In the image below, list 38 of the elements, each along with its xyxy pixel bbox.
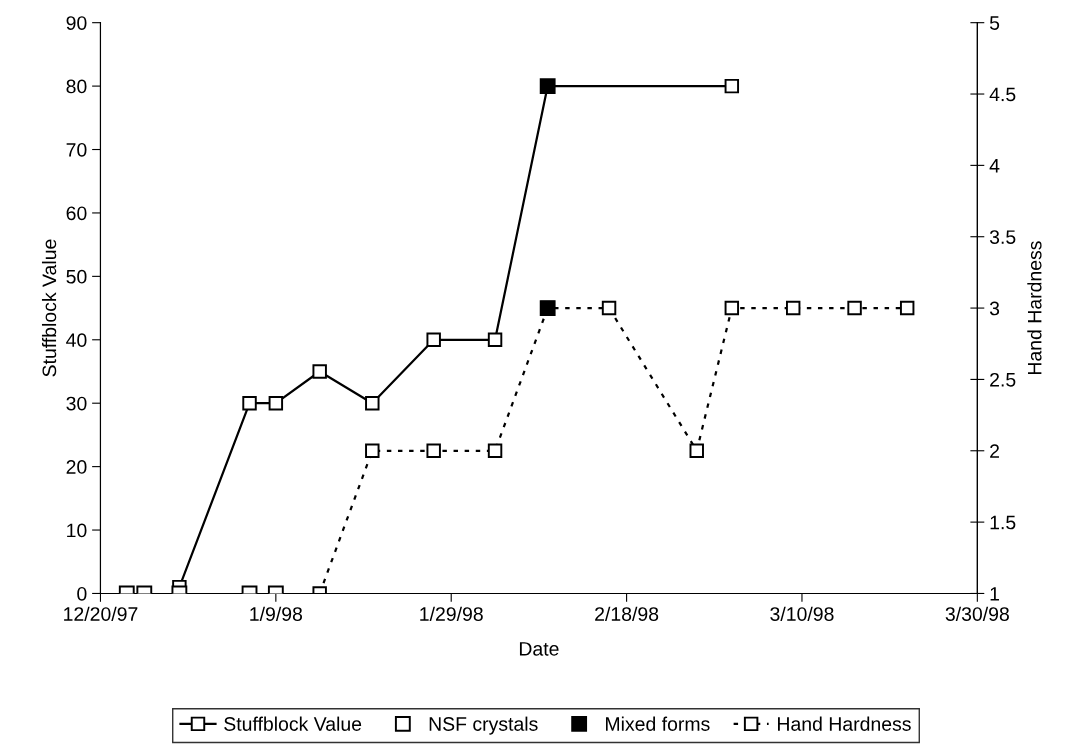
point (487, 332, 503, 347)
y-tick-label: 20 (66, 460, 87, 474)
y-tick-label: 80 (66, 79, 87, 94)
y-tick-label: 50 (66, 269, 87, 284)
y-tick-label: 70 (66, 142, 87, 157)
y-tick-label: 0 (77, 586, 87, 601)
x-tick-label: 3/10/98 (770, 606, 834, 621)
y2-tick-label: 1.5 (990, 515, 1016, 530)
x-tick-label: 1/29/98 (420, 606, 483, 621)
y-tick-label: 40 (66, 333, 87, 348)
legend-label: Hand Hardness (778, 716, 911, 731)
y2-tick-label: 2.5 (990, 372, 1016, 387)
x-tick-label: 2/18/98 (595, 606, 659, 621)
y-tick-label: 90 (66, 16, 87, 30)
point (365, 395, 380, 411)
x-axis-title: Date (519, 642, 559, 656)
legend-label: NSF crystals (429, 716, 538, 735)
point (426, 332, 441, 347)
y-tick-label: 30 (66, 396, 87, 411)
x-tick-label: 12/20/97 (64, 606, 138, 621)
legend-label: Mixed forms (606, 716, 710, 731)
y2-tick-label: 4.5 (989, 87, 1016, 102)
y2-tick-label: 3.5 (989, 230, 1016, 244)
y2-tick-label: 3 (989, 301, 1000, 316)
point (242, 395, 257, 411)
y2-axis-title: Hand Hardness (1027, 241, 1042, 375)
y2-tick-label: 1 (990, 587, 1000, 601)
point (312, 364, 327, 379)
y-tick-label: 10 (67, 523, 87, 538)
y-axis-title: Stuffblock Value (41, 239, 57, 377)
y2-tick-label: 4 (989, 159, 1000, 173)
point (268, 395, 284, 411)
x-tick-label: 1/9/98 (250, 606, 303, 621)
x-tick-label: 3/30/98 (945, 606, 1009, 621)
legend-label: Stuffblock Value (224, 716, 362, 731)
y2-tick-label: 2 (990, 444, 999, 458)
y-tick-label: 60 (66, 206, 87, 221)
y2-tick-label: 5 (989, 16, 1000, 30)
